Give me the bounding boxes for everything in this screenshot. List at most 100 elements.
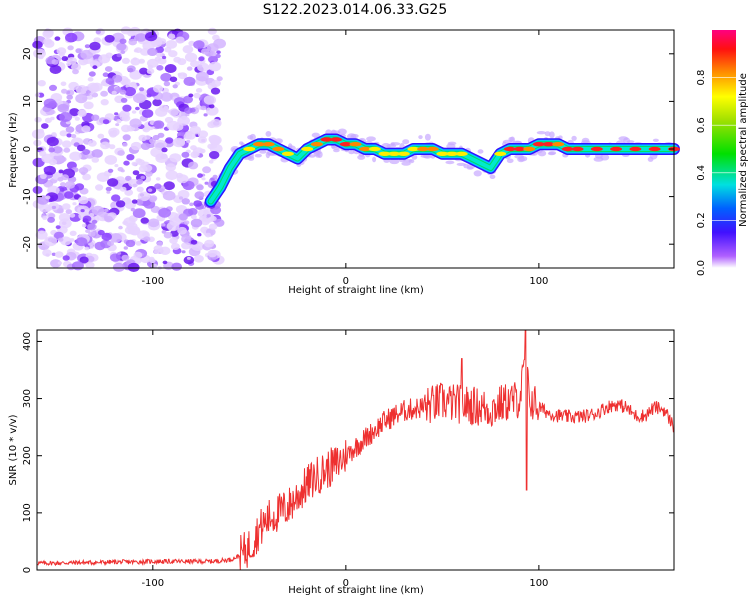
noise-speckle [197, 173, 203, 178]
noise-speckle [138, 58, 145, 64]
noise-speckle [153, 139, 167, 150]
noise-speckle [119, 38, 127, 44]
noise-speckle [87, 77, 94, 82]
noise-speckle [155, 153, 169, 164]
noise-speckle [125, 239, 136, 248]
noise-speckle [60, 81, 67, 87]
noise-speckle [133, 49, 139, 53]
noise-speckle [210, 51, 217, 57]
noise-speckle [114, 112, 119, 116]
noise-speckle [189, 202, 194, 207]
noise-speckle [188, 93, 194, 98]
track-halo-speckle [506, 158, 514, 164]
noise-speckle [116, 42, 127, 51]
noise-speckle [132, 208, 146, 219]
noise-speckle [189, 125, 201, 135]
x-tick-label: 100 [529, 276, 548, 287]
noise-speckle [109, 233, 123, 243]
noise-speckle [54, 36, 61, 41]
noise-speckle [85, 261, 95, 269]
noise-speckle [147, 188, 153, 192]
noise-speckle [152, 98, 162, 107]
noise-speckle [133, 251, 143, 259]
noise-speckle [87, 82, 99, 92]
track-halo-speckle [626, 140, 635, 144]
colorbar: 0.0 0.2 0.4 0.6 0.8 Normalized spectral ampl… [696, 30, 749, 276]
noise-speckle [81, 223, 87, 228]
noise-speckle [115, 123, 120, 127]
track-halo-speckle [537, 150, 547, 157]
noise-speckle [141, 109, 154, 118]
noise-speckle [160, 72, 172, 82]
noise-speckle [193, 40, 205, 50]
track-hotspot [436, 151, 449, 156]
track-hotspot [513, 146, 526, 152]
noise-speckle [131, 199, 138, 204]
noise-speckle [162, 190, 176, 201]
noise-speckle [87, 223, 97, 231]
noise-speckle [140, 217, 149, 224]
noise-speckle [140, 175, 146, 180]
noise-speckle [79, 256, 89, 264]
noise-speckle [209, 135, 222, 145]
track-halo-speckle [315, 153, 321, 158]
noise-speckle [208, 104, 215, 109]
noise-speckle [156, 65, 164, 71]
snr-y-ticks: 0 100 200 300 400 [22, 332, 674, 573]
noise-speckle [117, 251, 122, 255]
track-halo-speckle [536, 131, 546, 135]
track-halo-speckle [571, 135, 577, 141]
track-halo-speckle [389, 158, 400, 165]
y-tick-label: 100 [22, 503, 33, 522]
noise-speckle [127, 30, 136, 37]
noise-speckle [136, 180, 143, 185]
noise-speckle [48, 158, 58, 166]
noise-speckle [197, 209, 210, 218]
noise-speckle [138, 165, 148, 173]
noise-speckle [188, 161, 199, 170]
track-halo-speckle [401, 161, 411, 166]
noise-speckle [80, 49, 93, 60]
track-hotspot [243, 146, 256, 152]
noise-speckle [144, 135, 151, 140]
noise-speckle [136, 159, 145, 166]
track-hotspot [426, 146, 439, 152]
noise-speckle [80, 209, 85, 213]
noise-speckle [172, 84, 178, 89]
noise-speckle [122, 220, 128, 225]
snr-panel: -100 0 100 0 100 200 300 400 Height of straigh… [8, 329, 675, 596]
y-tick-label: 200 [22, 446, 33, 465]
noise-speckle [165, 170, 179, 181]
noise-speckle [155, 107, 168, 117]
noise-speckle [203, 113, 208, 117]
noise-speckle [154, 183, 162, 190]
noise-speckle [98, 54, 111, 64]
noise-speckle [69, 151, 82, 161]
noise-speckle [42, 29, 54, 39]
noise-speckle [80, 171, 86, 176]
noise-speckle [91, 219, 98, 224]
noise-speckle [179, 196, 183, 200]
y-tick-label: 10 [22, 95, 33, 108]
x-tick-label: -100 [141, 276, 164, 287]
noise-speckle [132, 170, 140, 176]
noise-speckle [40, 173, 47, 179]
noise-speckle [88, 71, 96, 77]
noise-speckle [172, 137, 186, 148]
noise-speckle [104, 208, 109, 212]
noise-speckle [84, 44, 90, 49]
y-tick-label: 400 [22, 332, 33, 351]
noise-speckle [165, 163, 176, 172]
noise-speckle [161, 147, 168, 153]
noise-speckle [56, 47, 67, 55]
noise-speckle [128, 38, 137, 46]
noise-speckle [165, 137, 174, 144]
noise-speckle [89, 213, 95, 217]
track-halo-speckle [549, 131, 555, 139]
track-halo-speckle [311, 132, 320, 138]
track-halo-speckle [259, 150, 267, 154]
noise-speckle [181, 198, 190, 205]
noise-speckle [104, 215, 113, 223]
spectrogram-y-ticks: -20 -10 0 10 20 [22, 47, 674, 252]
